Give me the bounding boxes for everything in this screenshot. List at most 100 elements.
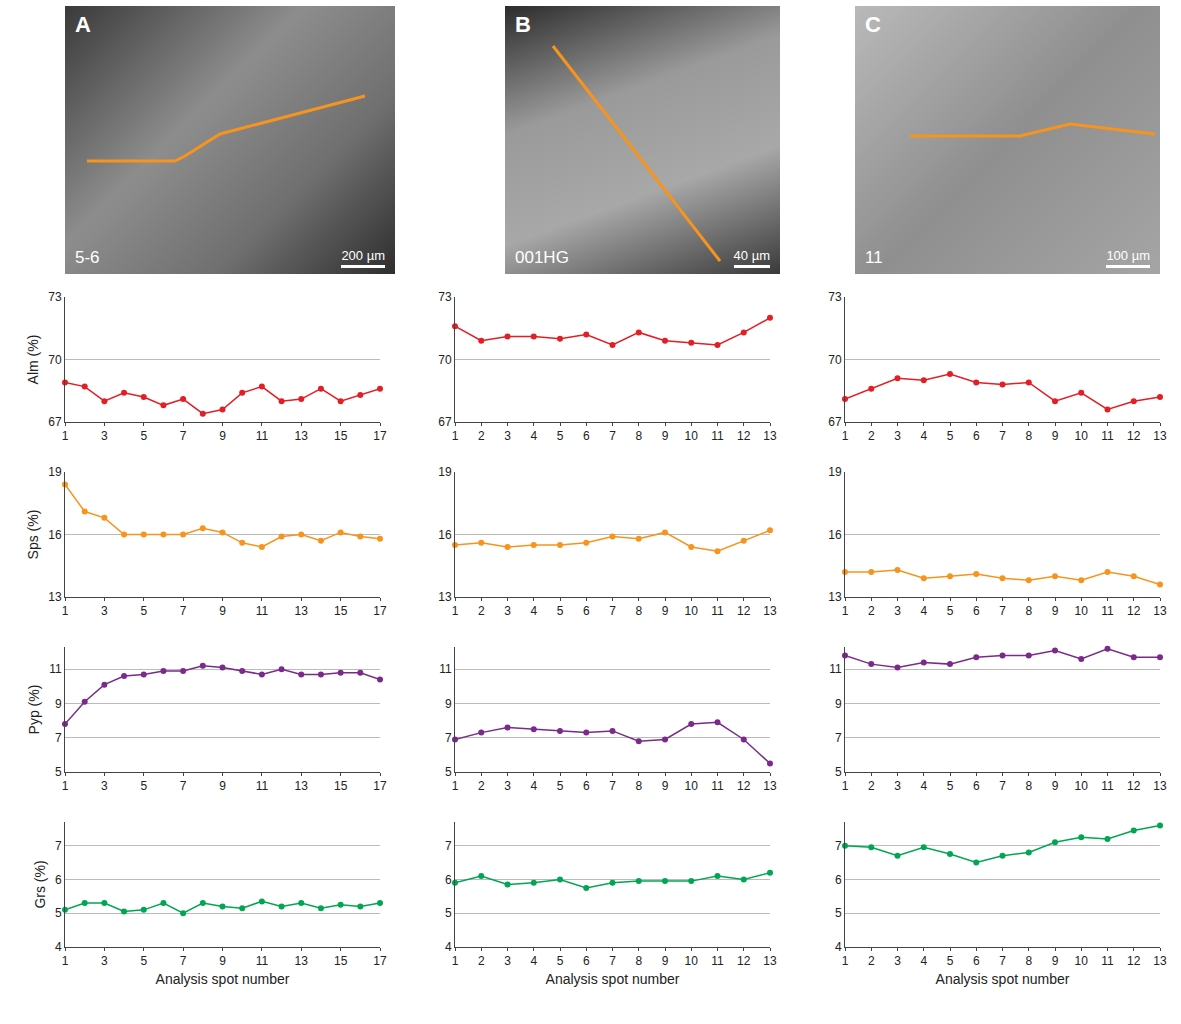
svg-text:1: 1 (62, 604, 69, 618)
svg-text:11: 11 (1101, 604, 1114, 618)
svg-text:4: 4 (920, 779, 927, 793)
svg-text:7: 7 (835, 731, 842, 745)
svg-text:8: 8 (635, 429, 642, 443)
svg-text:7: 7 (609, 954, 616, 968)
svg-text:70: 70 (48, 353, 62, 367)
svg-text:11: 11 (1101, 429, 1114, 443)
svg-text:4: 4 (920, 954, 927, 968)
svg-text:15: 15 (334, 604, 348, 618)
svg-text:13: 13 (1153, 429, 1167, 443)
svg-text:11: 11 (711, 604, 724, 618)
svg-text:1: 1 (842, 429, 849, 443)
svg-text:11: 11 (49, 662, 62, 676)
svg-text:17: 17 (373, 954, 387, 968)
svg-text:7: 7 (180, 954, 187, 968)
svg-text:6: 6 (973, 429, 980, 443)
svg-text:5: 5 (140, 604, 147, 618)
svg-text:13: 13 (763, 779, 777, 793)
svg-text:2: 2 (868, 779, 875, 793)
svg-text:1: 1 (452, 954, 459, 968)
svg-text:7: 7 (445, 839, 452, 853)
svg-text:19: 19 (48, 465, 62, 479)
svg-text:7: 7 (999, 604, 1006, 618)
svg-text:13: 13 (295, 954, 309, 968)
svg-text:15: 15 (334, 954, 348, 968)
svg-text:6: 6 (835, 873, 842, 887)
svg-text:1: 1 (62, 779, 69, 793)
svg-text:3: 3 (894, 779, 901, 793)
svg-text:13: 13 (1153, 604, 1167, 618)
svg-text:3: 3 (504, 604, 511, 618)
svg-text:3: 3 (101, 954, 108, 968)
svg-text:5: 5 (140, 779, 147, 793)
svg-text:5: 5 (557, 429, 564, 443)
svg-text:3: 3 (894, 429, 901, 443)
svg-text:6: 6 (583, 954, 590, 968)
svg-text:5: 5 (140, 954, 147, 968)
svg-text:2: 2 (478, 604, 485, 618)
svg-text:17: 17 (373, 429, 387, 443)
svg-text:17: 17 (373, 604, 387, 618)
svg-text:9: 9 (662, 604, 669, 618)
svg-text:11: 11 (256, 779, 269, 793)
svg-text:67: 67 (438, 415, 452, 429)
svg-text:12: 12 (737, 779, 751, 793)
svg-text:4: 4 (920, 429, 927, 443)
svg-text:12: 12 (1127, 604, 1141, 618)
svg-text:2: 2 (478, 779, 485, 793)
svg-text:9: 9 (219, 954, 226, 968)
svg-text:5: 5 (947, 954, 954, 968)
svg-text:11: 11 (1101, 954, 1114, 968)
svg-text:11: 11 (256, 604, 269, 618)
svg-text:7: 7 (55, 731, 62, 745)
svg-text:8: 8 (635, 954, 642, 968)
svg-text:10: 10 (685, 429, 699, 443)
svg-text:19: 19 (438, 465, 452, 479)
svg-text:11: 11 (256, 429, 269, 443)
svg-text:7: 7 (180, 604, 187, 618)
svg-text:Analysis spot number: Analysis spot number (546, 971, 680, 987)
svg-text:Analysis spot number: Analysis spot number (936, 971, 1070, 987)
svg-text:6: 6 (583, 779, 590, 793)
svg-text:9: 9 (662, 429, 669, 443)
svg-text:4: 4 (530, 604, 537, 618)
svg-text:11: 11 (439, 662, 452, 676)
svg-text:9: 9 (1052, 779, 1059, 793)
svg-text:13: 13 (763, 604, 777, 618)
svg-text:3: 3 (504, 779, 511, 793)
svg-text:5: 5 (947, 429, 954, 443)
svg-text:7: 7 (180, 779, 187, 793)
svg-text:2: 2 (868, 604, 875, 618)
svg-text:19: 19 (828, 465, 842, 479)
svg-text:9: 9 (219, 779, 226, 793)
svg-text:9: 9 (219, 429, 226, 443)
svg-text:7: 7 (180, 429, 187, 443)
svg-text:8: 8 (1025, 429, 1032, 443)
svg-text:12: 12 (737, 429, 751, 443)
svg-text:9: 9 (835, 697, 842, 711)
svg-text:9: 9 (219, 604, 226, 618)
svg-text:1: 1 (842, 954, 849, 968)
svg-text:7: 7 (999, 429, 1006, 443)
svg-text:5: 5 (947, 604, 954, 618)
svg-text:16: 16 (438, 528, 452, 542)
svg-text:6: 6 (583, 604, 590, 618)
svg-text:7: 7 (999, 954, 1006, 968)
svg-text:4: 4 (530, 429, 537, 443)
svg-text:70: 70 (438, 353, 452, 367)
svg-text:5: 5 (835, 906, 842, 920)
svg-text:Analysis spot number: Analysis spot number (156, 971, 290, 987)
svg-text:3: 3 (504, 954, 511, 968)
svg-text:12: 12 (1127, 779, 1141, 793)
svg-text:13: 13 (828, 590, 842, 604)
svg-text:11: 11 (829, 662, 842, 676)
svg-text:9: 9 (1052, 604, 1059, 618)
svg-text:Pyp (%): Pyp (%) (26, 685, 42, 735)
svg-text:3: 3 (504, 429, 511, 443)
svg-text:6: 6 (973, 779, 980, 793)
svg-text:6: 6 (973, 604, 980, 618)
svg-text:15: 15 (334, 779, 348, 793)
svg-text:1: 1 (842, 604, 849, 618)
svg-text:8: 8 (635, 604, 642, 618)
svg-text:6: 6 (445, 873, 452, 887)
